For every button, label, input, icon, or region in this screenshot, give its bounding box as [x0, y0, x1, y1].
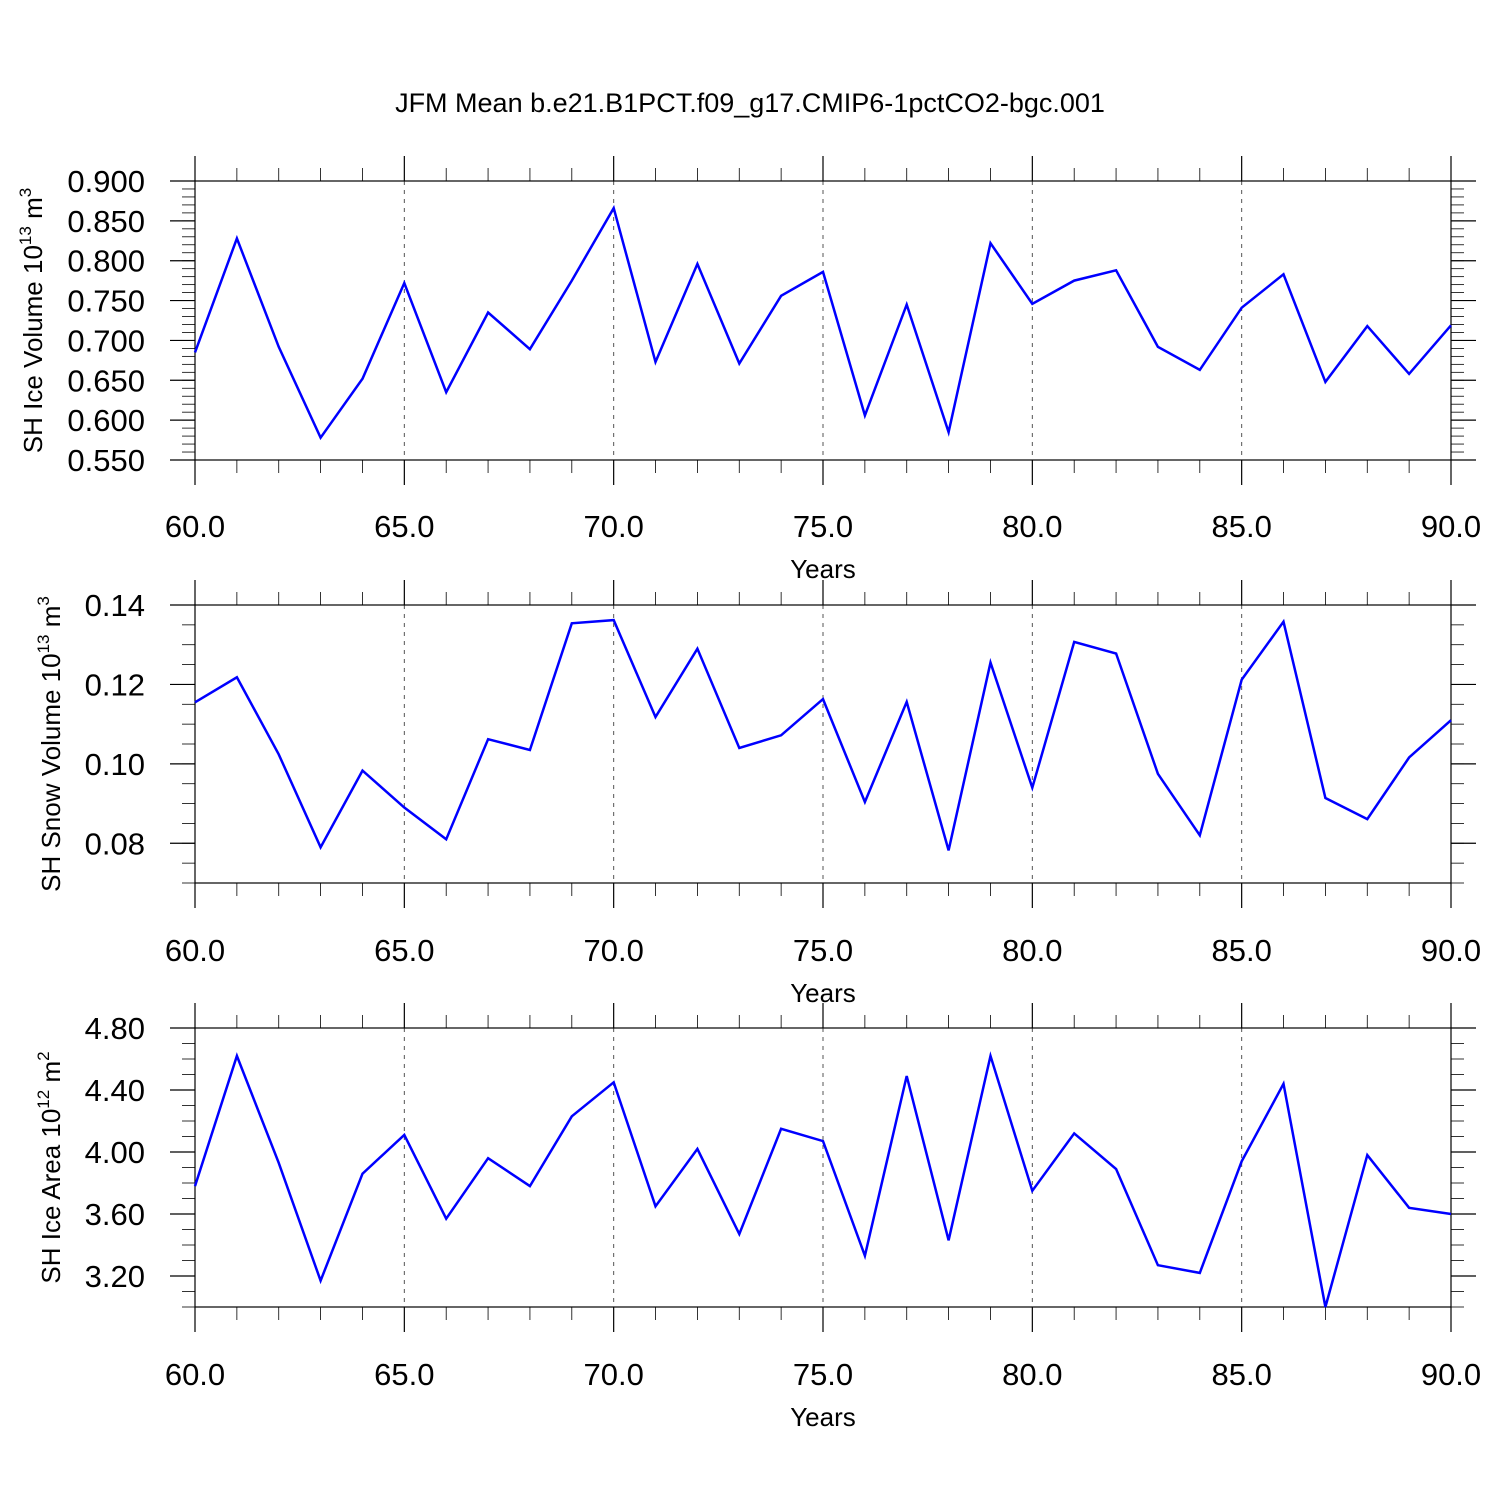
series-line [193, 204, 1452, 441]
y-tick-label: 0.700 [67, 323, 145, 358]
x-tick-label: 80.0 [1002, 1357, 1062, 1392]
panel-3: 3.20 3.60 4.00 4.40 4.80 60.0 65.0 70.0 75.0 80.0… [34, 1003, 1481, 1432]
x-tick-label: 60.0 [165, 1357, 225, 1392]
y-tick-label: 0.600 [67, 403, 145, 438]
y-tick-label: 3.60 [85, 1197, 145, 1232]
x-tick-label: 85.0 [1211, 509, 1271, 544]
x-tick-label: 65.0 [374, 933, 434, 968]
x-tick-label: 80.0 [1002, 509, 1062, 544]
panel-1: 0.550 0.600 0.650 0.700 0.750 0.800 0.850 0.900… [16, 156, 1481, 584]
y-tick-label: 0.550 [67, 443, 145, 478]
y-tick-label: 4.00 [85, 1135, 145, 1170]
y-tick-label: 0.650 [67, 363, 145, 398]
x-tick-label: 75.0 [793, 933, 853, 968]
x-tick-label: 65.0 [374, 509, 434, 544]
x-tick-label: 85.0 [1211, 933, 1271, 968]
y-tick-label: 4.40 [85, 1073, 145, 1108]
y-tick-label: 0.14 [85, 588, 145, 623]
panel-2: 0.08 0.10 0.12 0.14 60.0 65.0 70.0 75.0 80.0 85.0… [34, 580, 1481, 1008]
x-tick-label: 75.0 [793, 1357, 853, 1392]
y-tick-label: 3.20 [85, 1259, 145, 1294]
y-tick-label: 0.850 [67, 204, 145, 239]
y-tick-label: 0.10 [85, 747, 145, 782]
x-tick-label: 70.0 [583, 1357, 643, 1392]
y-tick-label: 0.900 [67, 164, 145, 199]
chart-title: JFM Mean b.e21.B1PCT.f09_g17.CMIP6-1pctC… [395, 88, 1105, 118]
x-axis-label: Years [790, 554, 856, 584]
x-tick-label: 60.0 [165, 933, 225, 968]
x-tick-label: 70.0 [583, 933, 643, 968]
y-tick-label: 0.750 [67, 284, 145, 319]
x-tick-label: 75.0 [793, 509, 853, 544]
x-tick-label: 70.0 [583, 509, 643, 544]
y-tick-label: 0.800 [67, 244, 145, 279]
series-line [193, 1051, 1452, 1308]
y-tick-label: 4.80 [85, 1011, 145, 1046]
y-axis-label: SH Ice Volume 1013 m3 [16, 188, 48, 453]
x-tick-label: 90.0 [1421, 1357, 1481, 1392]
y-tick-label: 0.08 [85, 826, 145, 861]
x-tick-label: 90.0 [1421, 509, 1481, 544]
y-axis-label: SH Snow Volume 1013 m3 [34, 596, 66, 892]
x-tick-label: 90.0 [1421, 933, 1481, 968]
y-tick-label: 0.12 [85, 667, 145, 702]
x-axis-label: Years [790, 1402, 856, 1432]
series-line [194, 618, 1452, 851]
x-tick-label: 65.0 [374, 1357, 434, 1392]
x-tick-label: 85.0 [1211, 1357, 1271, 1392]
x-tick-label: 60.0 [165, 509, 225, 544]
x-tick-label: 80.0 [1002, 933, 1062, 968]
y-axis-label: SH Ice Area 1012 m2 [34, 1051, 66, 1283]
